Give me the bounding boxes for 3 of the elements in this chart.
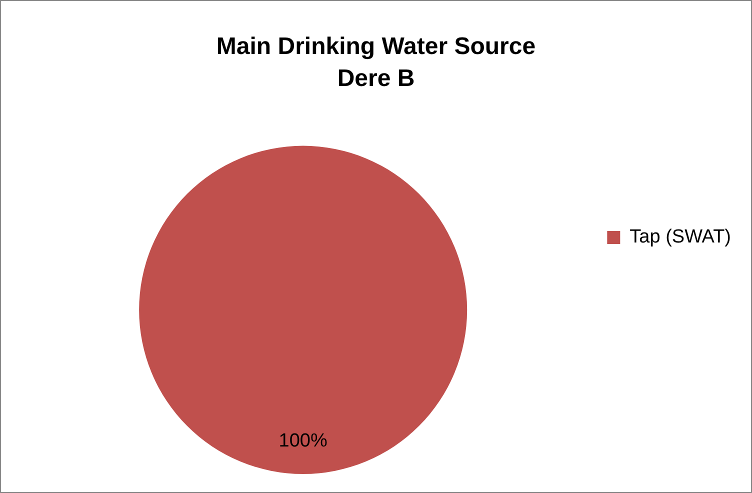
- legend-label: Tap (SWAT): [630, 226, 732, 248]
- chart-title: Main Drinking Water Source Dere B: [216, 32, 536, 92]
- data-label: 100%: [278, 430, 328, 452]
